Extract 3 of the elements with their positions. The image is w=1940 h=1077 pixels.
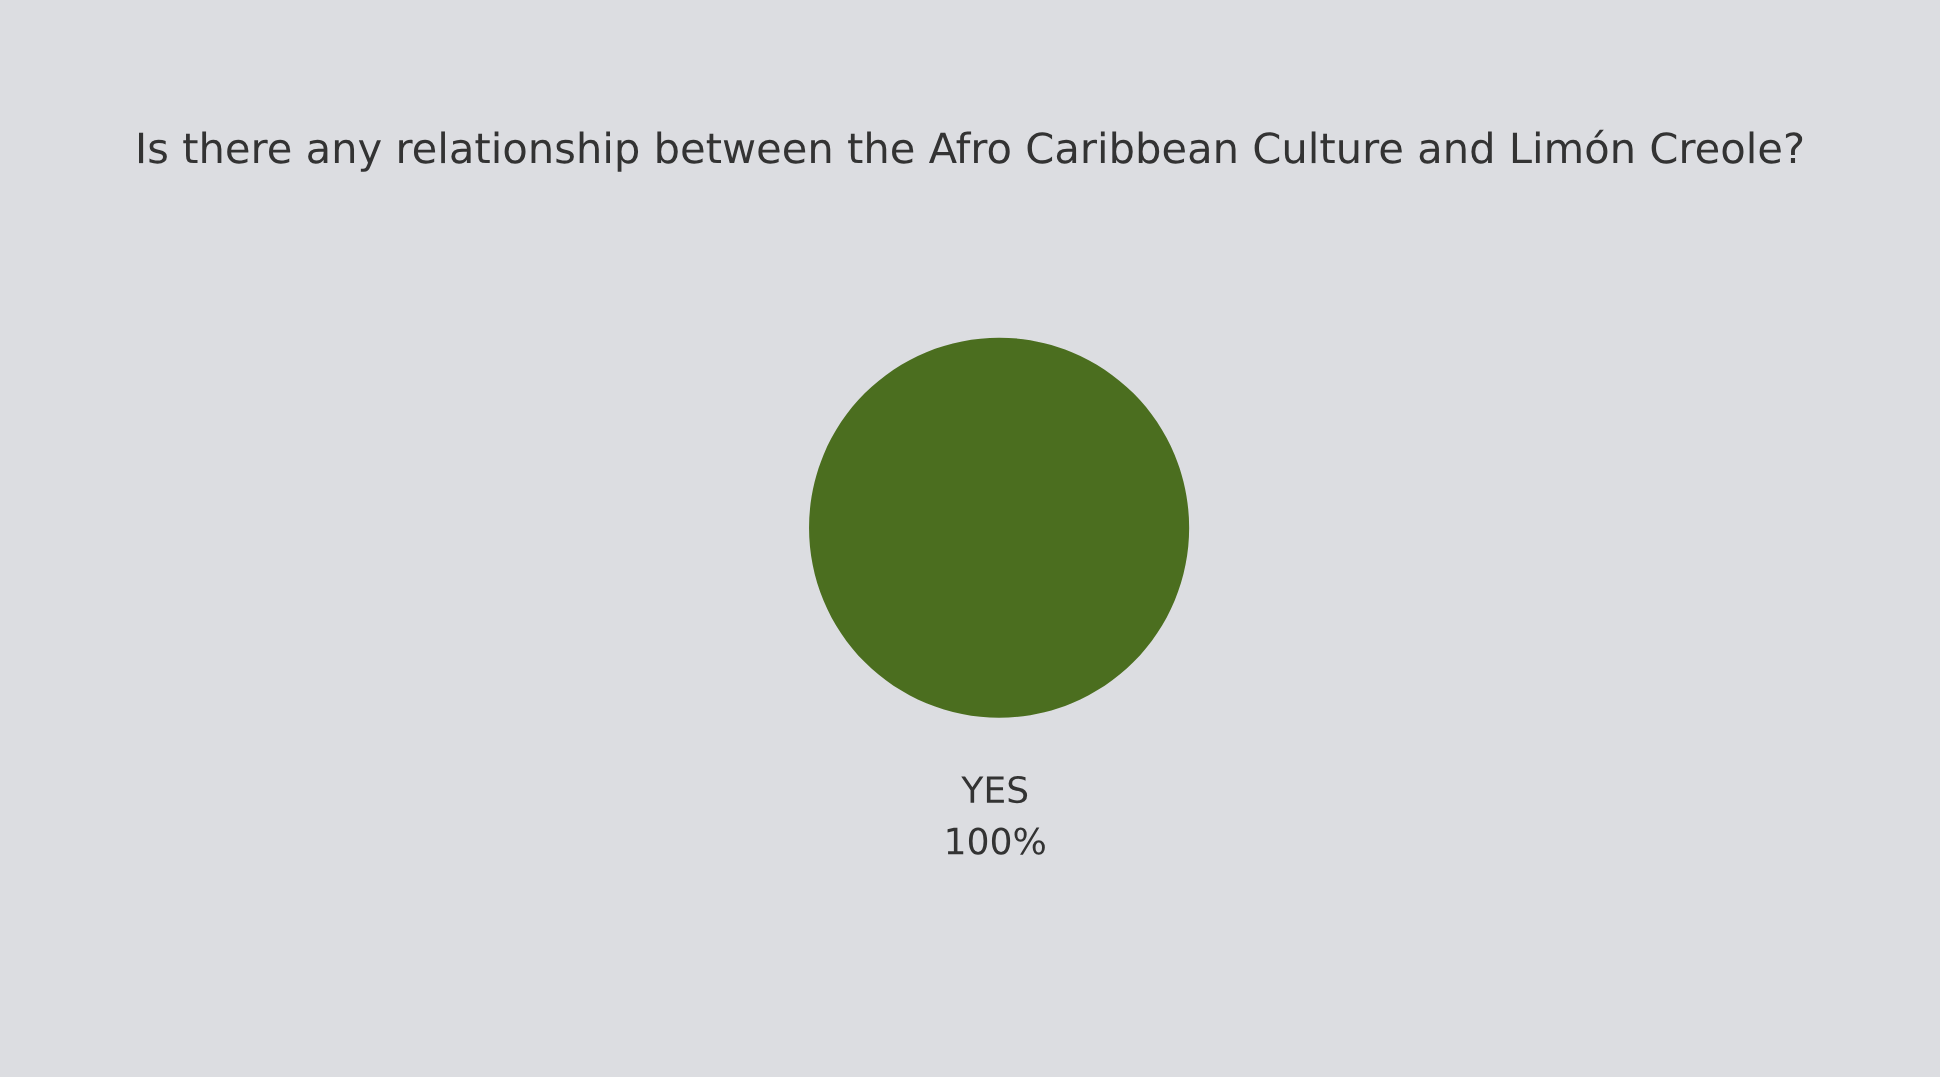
chart-title: Is there any relationship between the Afro Caribbean Culture and Limón Creole?	[139, 129, 1803, 172]
data-label: 100%	[947, 827, 1045, 855]
slice-label: YES	[961, 775, 1028, 804]
